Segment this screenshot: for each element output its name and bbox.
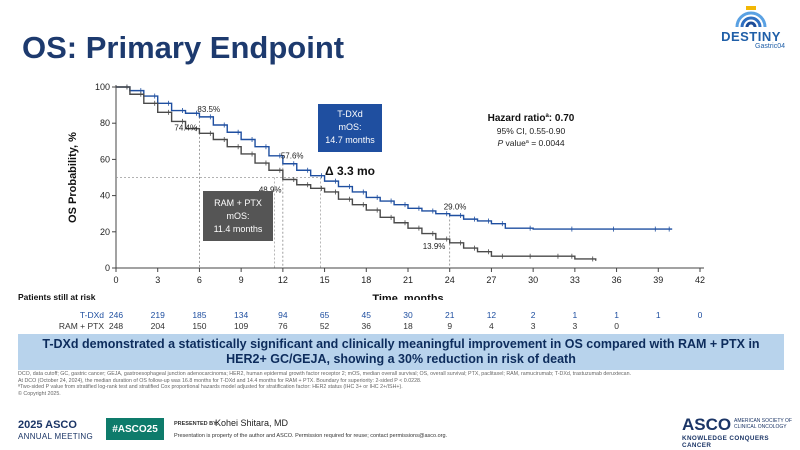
ram-callout-value: 11.4 months: [214, 224, 263, 234]
x-tick-label: 21: [403, 275, 413, 285]
at-risk-value: 219: [150, 310, 165, 320]
at-risk-value: 3: [530, 321, 536, 331]
tdxd-callout-value: 14.7 months: [325, 135, 375, 145]
at-risk-value: 248: [108, 321, 124, 331]
footnote-dco: At DCO (October 24, 2024), the median du…: [18, 377, 422, 384]
at-risk-value: 246: [108, 310, 124, 320]
asco-tagline: KNOWLEDGE CONQUERS CANCER: [682, 435, 769, 449]
at-risk-value: 134: [234, 310, 249, 320]
destiny-logo: DESTINY Gastric04: [713, 5, 789, 55]
x-tick-label: 0: [113, 275, 118, 285]
hazard-ratio-ci: 95% CI, 0.55-0.90: [497, 126, 566, 136]
p-value-text: P valuea = 0.0044: [497, 138, 564, 148]
footer: 2025 ASCO ANNUAL MEETING #ASCO25 PRESENT…: [0, 412, 800, 450]
at-risk-value: 109: [234, 321, 249, 331]
tdxd-callout-label: mOS:: [338, 122, 361, 132]
at-risk-value: 30: [403, 310, 413, 320]
x-tick-label: 36: [612, 275, 622, 285]
at-risk-value: 9: [447, 321, 453, 331]
asco-logo: ASCO AMERICAN SOCIETY OF CLINICAL ONCOLO…: [682, 415, 794, 449]
asco-society-name: AMERICAN SOCIETY OF CLINICAL ONCOLOGY: [734, 418, 792, 430]
y-tick-label: 20: [100, 227, 110, 237]
landmark-label: 48.9%: [259, 185, 282, 194]
at-risk-value: 45: [361, 310, 372, 320]
x-tick-label: 27: [486, 275, 496, 285]
y-tick-label: 80: [100, 118, 110, 128]
landmark-label: 13.9%: [423, 242, 446, 251]
ram-callout-name: RAM + PTX: [214, 198, 262, 208]
at-risk-row-label: RAM + PTX: [58, 321, 104, 331]
x-tick-label: 18: [361, 275, 371, 285]
x-tick-label: 12: [278, 275, 288, 285]
slide-title: OS: Primary Endpoint: [22, 30, 345, 65]
tdxd-callout-box: [318, 104, 382, 152]
at-risk-value: 52: [319, 321, 330, 331]
destiny-globe-icon: [735, 6, 767, 28]
conclusion-banner: T-DXd demonstrated a statistically signi…: [18, 334, 784, 370]
landmark-label: 74.4%: [174, 123, 197, 132]
meeting-year: 2025 ASCO: [18, 419, 77, 431]
landmark-label: 57.6%: [281, 152, 304, 161]
y-tick-label: 0: [105, 263, 110, 273]
tdxd-callout-name: T-DXd: [337, 109, 363, 119]
footnote-abbrev: DCO, data cutoff; GC, gastric cancer; GE…: [18, 371, 632, 377]
km-curve-ram-ptx: [116, 86, 597, 261]
footnotes: DCO, data cutoff; GC, gastric cancer; GE…: [18, 371, 778, 397]
landmark-label: 83.5%: [197, 105, 220, 114]
conclusion-text: T-DXd demonstrated a statistically signi…: [42, 337, 760, 366]
at-risk-value: 0: [614, 321, 619, 331]
x-tick-label: 9: [239, 275, 244, 285]
hashtag-badge: #ASCO25: [106, 418, 164, 440]
at-risk-value: 1: [655, 310, 661, 320]
at-risk-value: 94: [278, 310, 288, 320]
at-risk-value: 1: [572, 310, 578, 320]
ram-callout-box: [203, 191, 273, 241]
at-risk-value: 36: [361, 321, 372, 331]
logo-sub: Gastric04: [755, 43, 785, 50]
at-risk-value: 204: [150, 321, 165, 331]
permission-note: Presentation is property of the author a…: [174, 433, 448, 439]
at-risk-value: 1: [614, 310, 619, 320]
logo-word: DESTINY: [721, 29, 781, 44]
x-tick-label: 42: [695, 275, 705, 285]
x-tick-label: 33: [570, 275, 580, 285]
km-curve-tdxd: [116, 86, 673, 230]
at-risk-value: 65: [319, 310, 330, 320]
x-axis-title: Time, months: [372, 293, 443, 300]
y-axis-title: OS Probability, %: [67, 132, 79, 223]
at-risk-header: Patients still at risk: [18, 292, 96, 302]
x-tick-label: 3: [155, 275, 160, 285]
footnote-copyright: © Copyright 2025.: [18, 390, 61, 397]
at-risk-value: 12: [486, 310, 497, 320]
at-risk-value: 3: [572, 321, 578, 331]
at-risk-value: 2: [530, 310, 536, 320]
x-tick-label: 24: [445, 275, 455, 285]
at-risk-value: 4: [489, 321, 494, 331]
at-risk-value: 185: [192, 310, 207, 320]
hazard-ratio-text: Hazard ratioa: 0.70: [488, 113, 575, 124]
footnote-pvalue: ªTwo-sided P value from stratified log-r…: [18, 384, 403, 391]
ram-callout-label: mOS:: [226, 211, 249, 221]
at-risk-value: 0: [697, 310, 703, 320]
at-risk-row-label: T-DXd: [79, 310, 104, 320]
x-tick-label: 30: [528, 275, 538, 285]
at-risk-value: 76: [278, 321, 288, 331]
at-risk-value: 150: [192, 321, 207, 331]
presented-by-label: PRESENTED BY:: [174, 421, 219, 427]
delta-median-label: Δ 3.3 mo: [325, 164, 375, 178]
x-tick-label: 15: [320, 275, 330, 285]
landmark-label: 29.0%: [444, 203, 467, 212]
x-tick-label: 6: [197, 275, 202, 285]
presenter-name: Kohei Shitara, MD: [215, 418, 289, 428]
meeting-name: ANNUAL MEETING: [18, 432, 94, 441]
y-tick-label: 40: [100, 191, 110, 201]
at-risk-value: 21: [444, 310, 455, 320]
at-risk-value: 18: [403, 321, 413, 331]
y-tick-label: 100: [95, 82, 110, 92]
y-tick-label: 60: [100, 154, 110, 164]
x-tick-label: 39: [653, 275, 663, 285]
asco-wordmark: ASCO: [682, 415, 732, 434]
